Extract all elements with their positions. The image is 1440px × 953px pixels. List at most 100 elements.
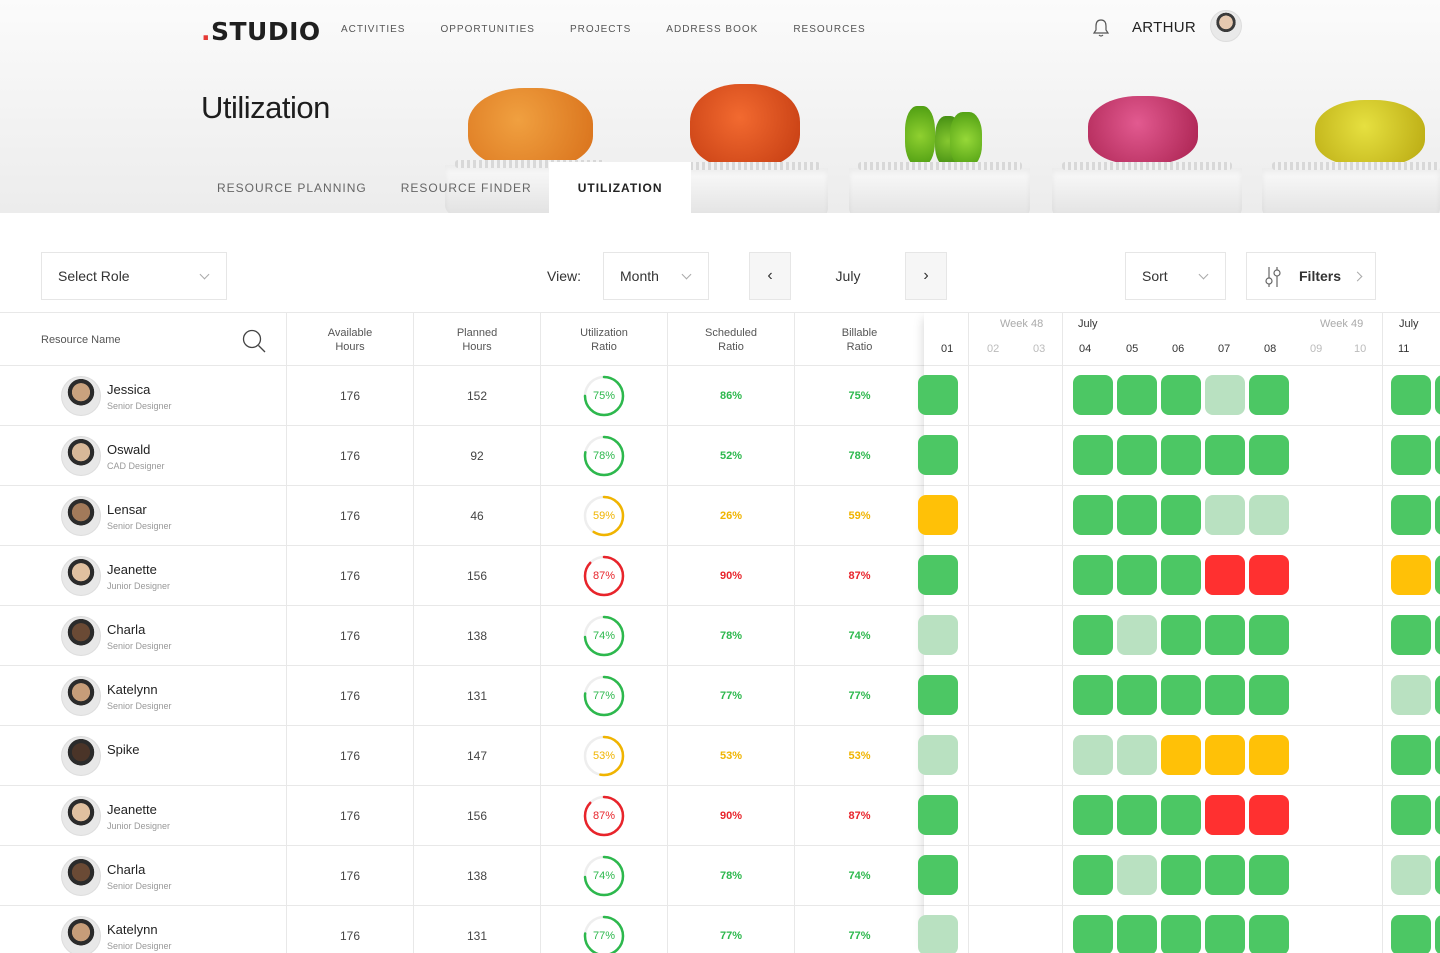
table-row[interactable]: Charla Senior Designer 176 138 74% 78% 7… xyxy=(0,846,1440,906)
allocation-block[interactable] xyxy=(1161,855,1201,895)
allocation-block[interactable] xyxy=(1249,495,1289,535)
allocation-block[interactable] xyxy=(1205,615,1245,655)
allocation-block[interactable] xyxy=(1073,555,1113,595)
allocation-block[interactable] xyxy=(1391,675,1431,715)
allocation-block[interactable] xyxy=(1205,795,1245,835)
table-row[interactable]: Charla Senior Designer 176 138 74% 78% 7… xyxy=(0,606,1440,666)
filters-button[interactable]: Filters xyxy=(1246,252,1376,300)
allocation-block[interactable] xyxy=(1161,615,1201,655)
prev-period-button[interactable]: ‹ xyxy=(750,252,791,300)
allocation-block[interactable] xyxy=(1161,435,1201,475)
role-select[interactable]: Select Role xyxy=(41,252,227,300)
resource-name[interactable]: Katelynn xyxy=(107,922,158,937)
allocation-block[interactable] xyxy=(1161,555,1201,595)
allocation-block[interactable] xyxy=(1205,675,1245,715)
allocation-block[interactable] xyxy=(1391,615,1431,655)
allocation-block[interactable] xyxy=(918,615,958,655)
allocation-block[interactable] xyxy=(1205,855,1245,895)
allocation-block[interactable] xyxy=(1391,495,1431,535)
allocation-block[interactable] xyxy=(1249,675,1289,715)
allocation-block[interactable] xyxy=(1117,555,1157,595)
table-row[interactable]: Jeanette Junior Designer 176 156 87% 90%… xyxy=(0,786,1440,846)
user-avatar[interactable] xyxy=(1210,10,1242,42)
allocation-block[interactable] xyxy=(918,735,958,775)
col-billable-ratio[interactable]: Billable Ratio xyxy=(841,326,878,353)
allocation-block[interactable] xyxy=(1435,435,1440,475)
allocation-block[interactable] xyxy=(1205,555,1245,595)
resource-name[interactable]: Jessica xyxy=(107,382,151,397)
allocation-block[interactable] xyxy=(1161,735,1201,775)
nav-resources[interactable]: RESOURCES xyxy=(793,24,866,35)
allocation-block[interactable] xyxy=(1161,675,1201,715)
search-icon[interactable] xyxy=(242,329,266,353)
allocation-block[interactable] xyxy=(1117,375,1157,415)
sort-select[interactable]: Sort xyxy=(1125,252,1226,300)
nav-address-book[interactable]: ADDRESS BOOK xyxy=(666,24,759,35)
allocation-block[interactable] xyxy=(1391,555,1431,595)
allocation-block[interactable] xyxy=(1249,855,1289,895)
allocation-block[interactable] xyxy=(1117,735,1157,775)
bell-icon[interactable] xyxy=(1092,18,1110,38)
allocation-block[interactable] xyxy=(1391,435,1431,475)
col-utilization-ratio[interactable]: Utilization Ratio xyxy=(541,313,668,366)
allocation-block[interactable] xyxy=(1435,855,1440,895)
allocation-block[interactable] xyxy=(1391,915,1431,953)
resource-name[interactable]: Spike xyxy=(107,742,140,757)
allocation-block[interactable] xyxy=(1435,915,1440,953)
allocation-block[interactable] xyxy=(1249,555,1289,595)
allocation-block[interactable] xyxy=(918,375,958,415)
table-row[interactable]: Katelynn Senior Designer 176 131 77% 77%… xyxy=(0,906,1440,953)
allocation-block[interactable] xyxy=(1117,495,1157,535)
allocation-block[interactable] xyxy=(1205,735,1245,775)
allocation-block[interactable] xyxy=(918,495,958,535)
allocation-block[interactable] xyxy=(1117,675,1157,715)
allocation-block[interactable] xyxy=(1391,735,1431,775)
tab-utilization[interactable]: UTILIZATION xyxy=(548,162,692,213)
allocation-block[interactable] xyxy=(1073,915,1113,953)
allocation-block[interactable] xyxy=(1435,735,1440,775)
studio-logo[interactable]: .STUDIO xyxy=(201,17,321,46)
allocation-block[interactable] xyxy=(918,915,958,953)
allocation-block[interactable] xyxy=(1391,375,1431,415)
resource-name[interactable]: Oswald xyxy=(107,442,151,457)
allocation-block[interactable] xyxy=(1249,435,1289,475)
allocation-block[interactable] xyxy=(1391,855,1431,895)
table-row[interactable]: Jeanette Junior Designer 176 156 87% 90%… xyxy=(0,546,1440,606)
table-row[interactable]: Lensar Senior Designer 176 46 59% 26% 59… xyxy=(0,486,1440,546)
nav-activities[interactable]: ACTIVITIES xyxy=(341,24,406,35)
table-row[interactable]: Jessica Senior Designer 176 152 75% 86% … xyxy=(0,366,1440,426)
next-period-button[interactable]: › xyxy=(905,252,946,300)
allocation-block[interactable] xyxy=(1073,615,1113,655)
allocation-block[interactable] xyxy=(1391,795,1431,835)
col-available-hours[interactable]: Available Hours xyxy=(287,313,414,366)
resource-name[interactable]: Jeanette xyxy=(107,562,157,577)
allocation-block[interactable] xyxy=(1161,375,1201,415)
allocation-block[interactable] xyxy=(1435,795,1440,835)
allocation-block[interactable] xyxy=(1435,375,1440,415)
allocation-block[interactable] xyxy=(1435,675,1440,715)
tab-resource-planning[interactable]: RESOURCE PLANNING xyxy=(217,180,367,195)
table-row[interactable]: Spike 176 147 53% 53% 53% xyxy=(0,726,1440,786)
allocation-block[interactable] xyxy=(1249,375,1289,415)
allocation-block[interactable] xyxy=(1249,615,1289,655)
allocation-block[interactable] xyxy=(918,435,958,475)
allocation-block[interactable] xyxy=(918,855,958,895)
allocation-block[interactable] xyxy=(1249,735,1289,775)
allocation-block[interactable] xyxy=(1073,735,1113,775)
resource-name[interactable]: Katelynn xyxy=(107,682,158,697)
allocation-block[interactable] xyxy=(1249,795,1289,835)
allocation-block[interactable] xyxy=(918,675,958,715)
allocation-block[interactable] xyxy=(1249,915,1289,953)
allocation-block[interactable] xyxy=(1073,435,1113,475)
resource-name[interactable]: Charla xyxy=(107,622,146,637)
tab-resource-finder[interactable]: RESOURCE FINDER xyxy=(400,180,532,195)
col-resource-name[interactable]: Resource Name xyxy=(0,313,287,366)
nav-opportunities[interactable]: OPPORTUNITIES xyxy=(440,24,535,35)
allocation-block[interactable] xyxy=(1205,375,1245,415)
allocation-block[interactable] xyxy=(1435,555,1440,595)
allocation-block[interactable] xyxy=(1073,795,1113,835)
allocation-block[interactable] xyxy=(1073,495,1113,535)
allocation-block[interactable] xyxy=(1161,495,1201,535)
allocation-block[interactable] xyxy=(1117,795,1157,835)
resource-name[interactable]: Charla xyxy=(107,862,146,877)
